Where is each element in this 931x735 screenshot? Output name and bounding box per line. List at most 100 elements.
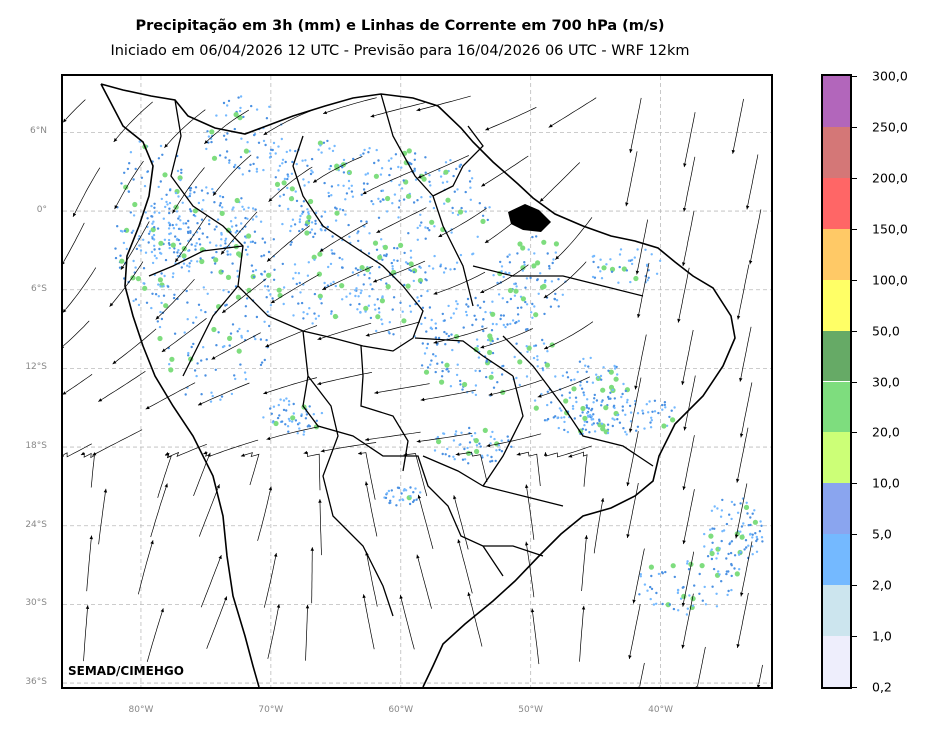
- rain-cell: [189, 210, 193, 213]
- rain-cell: [482, 318, 485, 321]
- streamline: [593, 497, 604, 554]
- rain-cell: [745, 501, 748, 504]
- rain-cell: [601, 399, 604, 402]
- rain-cell: [753, 509, 756, 512]
- rain-cell: [376, 298, 379, 301]
- rain-cell: [733, 567, 736, 570]
- rain-cell: [395, 504, 398, 507]
- streamline: [363, 594, 375, 650]
- rain-cell: [682, 585, 685, 589]
- rain-cell: [554, 415, 557, 418]
- rain-cell: [469, 198, 472, 201]
- rain-cell: [515, 285, 518, 288]
- streamline-arrow: [682, 207, 687, 212]
- rain-cell: [499, 314, 503, 317]
- streamline: [145, 382, 196, 410]
- streamline-arrow: [677, 318, 681, 323]
- rain-cell: [244, 216, 247, 220]
- rain-cell: [487, 333, 493, 339]
- rain-cell: [496, 381, 499, 384]
- rain-cell: [349, 303, 352, 306]
- rain-cell: [644, 248, 647, 251]
- streamline: [319, 222, 368, 253]
- rain-cell: [526, 350, 529, 353]
- rain-cell: [204, 374, 207, 377]
- rain-cell: [402, 198, 406, 201]
- rain-cell: [436, 439, 442, 445]
- rain-cell: [393, 193, 397, 196]
- rain-cell: [281, 158, 285, 161]
- rain-cell: [304, 417, 308, 420]
- streamline: [365, 321, 421, 337]
- rain-cell: [193, 191, 196, 194]
- rain-cell: [337, 184, 340, 187]
- rain-cell: [213, 228, 216, 231]
- rain-cell: [460, 206, 463, 210]
- rain-cell: [218, 154, 222, 157]
- streamline: [581, 535, 587, 592]
- rain-cell: [729, 551, 733, 555]
- rain-cell: [364, 173, 367, 176]
- rain-cell: [531, 316, 534, 319]
- latitude-label: 12°S: [25, 362, 47, 373]
- rain-cell: [456, 302, 459, 306]
- rain-cell: [132, 299, 135, 303]
- streamline-arrow: [740, 592, 744, 597]
- streamline-arrow: [263, 131, 268, 135]
- rain-cell: [670, 409, 673, 412]
- rain-cell: [201, 232, 204, 235]
- rain-cell: [286, 177, 289, 181]
- rain-cell: [345, 295, 348, 298]
- rain-cell: [218, 204, 222, 207]
- rain-cell: [502, 275, 505, 279]
- streamline: [197, 382, 250, 406]
- rain-cell: [164, 258, 168, 262]
- streamline: [568, 451, 588, 487]
- rain-cell: [323, 210, 327, 214]
- colorbar-label: 30,0: [872, 374, 900, 389]
- rain-cell: [409, 256, 413, 259]
- rain-cell: [209, 129, 215, 135]
- rain-cell: [240, 222, 243, 225]
- streamline-arrow: [600, 498, 605, 502]
- rain-cell: [462, 326, 465, 329]
- rain-cell: [502, 314, 505, 317]
- rain-cell: [565, 371, 569, 374]
- rain-cell: [287, 207, 290, 211]
- rain-cell: [220, 231, 223, 235]
- streamline-arrow: [240, 453, 245, 457]
- streamline: [92, 429, 143, 456]
- rain-cell: [232, 206, 235, 209]
- rain-cell: [587, 407, 591, 410]
- rain-cell: [234, 163, 237, 167]
- rain-cell: [227, 99, 231, 103]
- rain-cell: [744, 539, 748, 542]
- rain-cell: [280, 137, 283, 141]
- rain-cell: [467, 462, 470, 465]
- rain-cell: [436, 435, 440, 439]
- streamline-arrow: [756, 684, 761, 687]
- rain-cell: [215, 250, 218, 254]
- streamline-arrow: [745, 205, 750, 210]
- rain-cell: [347, 187, 351, 190]
- streamline-arrow: [63, 346, 65, 348]
- rain-cell: [388, 321, 391, 324]
- rain-cell: [760, 524, 763, 527]
- rain-cell: [152, 238, 156, 241]
- rain-cell: [710, 557, 714, 561]
- rain-cell: [277, 403, 280, 407]
- streamline: [98, 371, 146, 402]
- rain-cell: [751, 553, 754, 556]
- streamline: [683, 489, 695, 545]
- rain-cell: [259, 220, 263, 223]
- rain-cell: [423, 316, 427, 320]
- rain-cell: [183, 331, 186, 334]
- rain-cell: [621, 405, 624, 408]
- rain-cell: [347, 179, 351, 183]
- rain-cell: [715, 605, 719, 608]
- rain-cell: [292, 277, 295, 280]
- rain-cell: [282, 399, 286, 402]
- rain-cell: [220, 395, 224, 398]
- rain-cell: [500, 373, 504, 376]
- streamline: [548, 97, 597, 128]
